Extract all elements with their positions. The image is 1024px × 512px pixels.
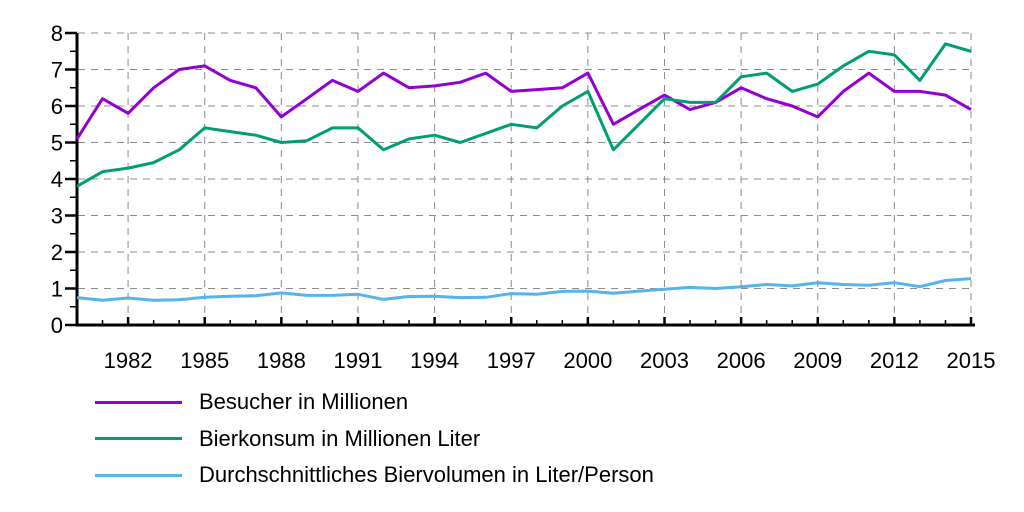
x-tick-label-2015: 2015 — [947, 348, 996, 373]
x-tick-label-2000: 2000 — [563, 348, 612, 373]
legend-item-biervolumen: Durchschnittliches Biervolumen in Liter/… — [95, 457, 654, 494]
y-tick-label-5: 5 — [51, 131, 63, 156]
x-tick-label-1985: 1985 — [180, 348, 229, 373]
x-tick-label-2012: 2012 — [870, 348, 919, 373]
y-tick-label-8: 8 — [51, 21, 63, 46]
x-tick-label-1982: 1982 — [104, 348, 153, 373]
y-tick-label-0: 0 — [51, 313, 63, 338]
x-tick-label-2003: 2003 — [640, 348, 689, 373]
y-tick-label-7: 7 — [51, 58, 63, 83]
legend-label-bierkonsum: Bierkonsum in Millionen Liter — [199, 425, 481, 451]
legend-item-bierkonsum: Bierkonsum in Millionen Liter — [95, 421, 654, 458]
y-tick-label-4: 4 — [51, 167, 63, 192]
legend-item-besucher: Besucher in Millionen — [95, 384, 654, 421]
legend-line-bierkonsum — [95, 437, 182, 441]
y-tick-label-1: 1 — [51, 277, 63, 302]
bierkonsum-line — [76, 42, 972, 188]
besucher-line — [75, 64, 972, 140]
legend: Besucher in Millionen Bierkonsum in Mill… — [95, 384, 654, 494]
legend-label-biervolumen: Durchschnittliches Biervolumen in Liter/… — [199, 462, 654, 488]
x-tick-label-2009: 2009 — [793, 348, 842, 373]
legend-line-besucher — [95, 400, 182, 404]
y-tick-label-6: 6 — [51, 94, 63, 119]
legend-label-besucher: Besucher in Millionen — [199, 389, 409, 415]
y-tick-label-2: 2 — [51, 240, 63, 265]
x-tick-label-1991: 1991 — [333, 348, 382, 373]
x-tick-label-2006: 2006 — [717, 348, 766, 373]
biervolumen-line — [76, 277, 972, 302]
gridlines — [78, 32, 973, 324]
x-tick-labels: 1982 1985 1988 1991 1994 1997 2000 2003 2006 2009… — [104, 348, 996, 373]
x-tick-label-1988: 1988 — [257, 348, 306, 373]
y-tick-labels: 0 1 2 3 4 5 6 7 8 — [51, 21, 63, 338]
y-tick-label-3: 3 — [51, 204, 63, 229]
legend-line-biervolumen — [95, 473, 182, 477]
axis-lines — [75, 33, 975, 327]
x-tick-label-1997: 1997 — [487, 348, 536, 373]
x-tick-label-1994: 1994 — [410, 348, 459, 373]
axes — [75, 33, 975, 327]
